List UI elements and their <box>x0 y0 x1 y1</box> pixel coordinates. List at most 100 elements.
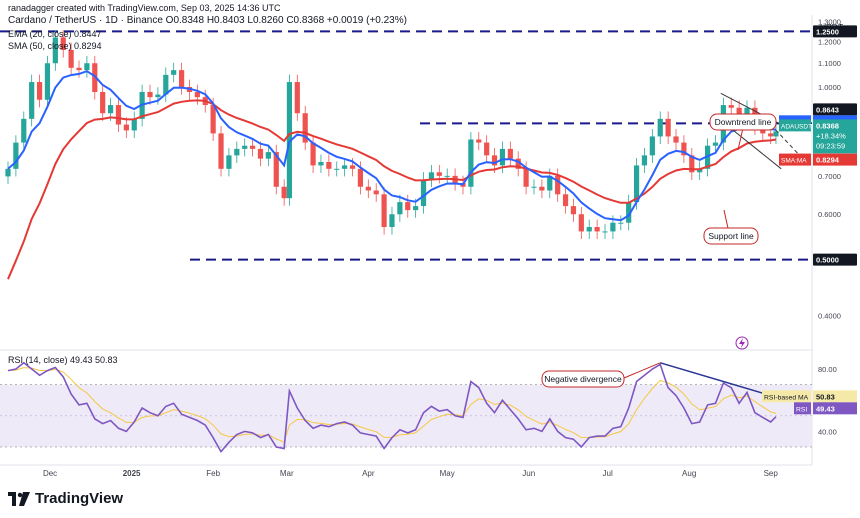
candle <box>507 141 513 167</box>
divergence-callout-box <box>541 370 625 388</box>
last-price-countdown: 09:23:59 <box>816 141 845 150</box>
candle <box>115 97 122 133</box>
sma-tag-value: 0.8294 <box>816 156 840 165</box>
candle-body <box>5 168 11 177</box>
candle <box>405 194 411 218</box>
ema-legend[interactable]: EMA (20, close) 0.8447 <box>8 29 102 39</box>
candle <box>626 194 632 231</box>
candle-body <box>413 206 419 211</box>
candle-body <box>326 162 332 169</box>
rsi-value-bg <box>813 402 857 415</box>
candle-body <box>555 175 561 195</box>
candle-body <box>610 222 616 232</box>
candle-body <box>665 118 671 137</box>
event-icon-bolt <box>739 338 745 348</box>
candle-body <box>681 142 687 156</box>
candle-body <box>397 202 403 215</box>
candle-body <box>210 105 216 134</box>
candle <box>226 147 232 177</box>
candle-body <box>476 139 482 143</box>
candle-body <box>523 168 529 187</box>
candle-body <box>68 50 74 68</box>
candle <box>641 147 648 173</box>
created-by-text: ranadagger created with TradingView.com,… <box>8 3 281 13</box>
last-price-tag: ADAUSDT 0.8368+18.34%09:23:59 <box>779 119 857 154</box>
tradingview-brand[interactable]: TradingView <box>8 490 123 507</box>
candle <box>52 30 58 71</box>
candle-body <box>257 148 264 159</box>
candle <box>436 164 442 184</box>
candle <box>515 151 521 177</box>
candle <box>294 74 300 121</box>
candle-body <box>586 227 592 232</box>
rsi-ma-name-bg <box>762 390 811 403</box>
channel-extension-0 <box>770 124 800 156</box>
time-tick-label: Aug <box>682 469 696 478</box>
level-tag-8643-bg <box>813 103 857 116</box>
candle-body <box>249 145 256 149</box>
rsi-ma-tag: RSI-based MA 50.83 <box>762 390 857 403</box>
candle-body <box>641 155 648 166</box>
candle <box>476 132 482 151</box>
candle-body <box>171 70 177 75</box>
level-tag-5000: 0.5000 <box>813 253 857 266</box>
candle-body <box>76 67 82 71</box>
time-tick-label: May <box>440 469 455 478</box>
price-tick-label: 1.0000 <box>818 83 841 92</box>
candle <box>249 138 256 157</box>
candle-body <box>657 118 663 137</box>
candle <box>36 74 43 108</box>
candle <box>468 132 474 195</box>
rsi-name: RSI <box>796 406 807 413</box>
symbol-ohlc-line[interactable]: Cardano / TetherUS · 1D · Binance O0.834… <box>8 15 407 26</box>
candle <box>147 84 153 105</box>
candle-body <box>389 214 395 228</box>
sma-legend[interactable]: SMA (50, close) 0.8294 <box>8 41 102 51</box>
downtrend-callout-pointer <box>737 127 744 151</box>
price-tick-label: 1.1000 <box>818 59 841 68</box>
candle <box>257 141 264 167</box>
candle-body <box>294 82 300 114</box>
candle <box>773 124 779 145</box>
candle-body <box>60 37 66 51</box>
candle <box>665 111 671 145</box>
time-tick-label: Jul <box>603 469 613 478</box>
candle-body <box>226 155 232 169</box>
candle <box>397 194 403 222</box>
candle <box>84 55 90 78</box>
price-tick-label: 0.6000 <box>818 210 841 219</box>
candle-body <box>468 139 474 187</box>
candle-body <box>373 190 379 195</box>
candle <box>334 161 340 177</box>
candle <box>365 179 371 199</box>
candle-body <box>265 152 271 159</box>
candle <box>265 144 271 167</box>
candle <box>373 183 379 202</box>
candle-body <box>13 142 19 169</box>
candle-body <box>562 194 569 207</box>
rsi-ma-name: RSI-based MA <box>764 394 809 401</box>
level-tag-1250: 1.2500 <box>813 25 857 38</box>
candle-body <box>194 92 200 98</box>
rsi-tick-label: 80.00 <box>818 365 837 374</box>
candle <box>649 129 655 163</box>
candle <box>673 129 679 151</box>
rsi-legend[interactable]: RSI (14, close) 49.43 50.83 <box>8 355 118 365</box>
sma-tag-name-bg <box>779 153 811 166</box>
tradingview-logo-icon <box>8 491 30 506</box>
candle <box>68 42 74 76</box>
candle <box>594 219 600 240</box>
level-tag-8643: 0.8643 <box>813 103 857 116</box>
candle-body <box>507 148 513 159</box>
candle-body <box>318 162 324 166</box>
rsi-tag: RSI 49.43 <box>794 402 857 415</box>
candle-body <box>633 165 640 203</box>
candle <box>539 179 545 199</box>
last-price-change: +18.34% <box>816 131 846 140</box>
candle-body <box>444 175 450 177</box>
candle <box>234 141 240 163</box>
candle-body <box>302 113 308 143</box>
candle-body <box>594 227 600 232</box>
candle <box>123 117 129 139</box>
